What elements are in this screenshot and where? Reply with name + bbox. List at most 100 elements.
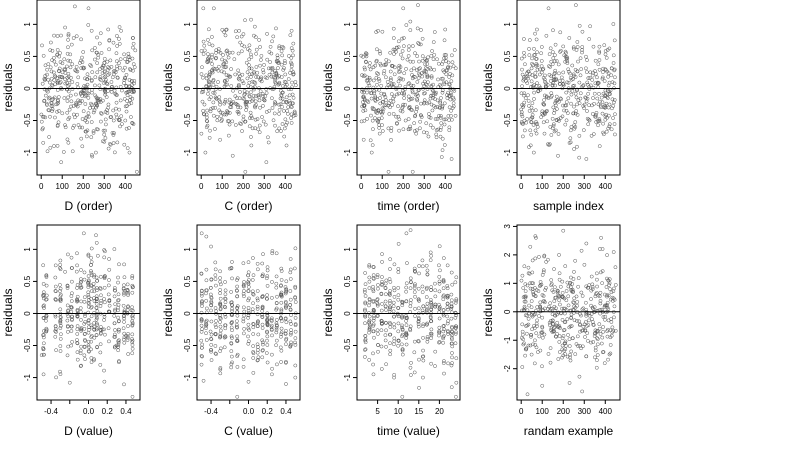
y-tick-label: 0.5 (23, 275, 32, 287)
data-point (277, 126, 282, 131)
data-point (597, 326, 602, 331)
data-point (422, 98, 427, 103)
data-point (49, 83, 54, 87)
x-tick-label: 100 (56, 182, 70, 191)
data-point (111, 69, 116, 74)
data-point (392, 314, 396, 319)
data-point (279, 62, 284, 67)
data-point (449, 157, 454, 161)
data-point (408, 301, 413, 305)
data-point (76, 75, 81, 80)
data-point (441, 297, 446, 302)
data-point (229, 334, 234, 339)
data-point (605, 327, 610, 332)
data-point (399, 52, 403, 57)
data-point (55, 143, 60, 148)
data-point (86, 343, 91, 348)
data-point (380, 321, 384, 326)
data-point (421, 335, 425, 340)
data-point (440, 106, 444, 111)
data-point (247, 296, 251, 301)
data-point (70, 149, 75, 154)
data-point (44, 315, 48, 320)
data-point (100, 65, 105, 70)
data-point (379, 91, 384, 96)
x-axis-title: D (order) (64, 199, 112, 213)
data-point (122, 142, 127, 147)
data-point (425, 301, 430, 306)
data-point (102, 312, 107, 317)
data-point (538, 309, 543, 314)
data-point (392, 52, 396, 56)
data-point (199, 329, 204, 334)
data-point (541, 268, 546, 273)
data-point (416, 338, 421, 343)
data-point (532, 97, 536, 101)
data-point (580, 48, 585, 52)
data-point (425, 268, 430, 273)
data-point (554, 306, 558, 311)
data-point (274, 327, 279, 332)
data-point (218, 87, 222, 91)
data-point (612, 286, 616, 291)
data-point (98, 31, 103, 36)
data-point (291, 41, 296, 46)
data-point (442, 323, 446, 328)
data-point (242, 326, 246, 331)
data-point (246, 379, 251, 384)
data-point (255, 289, 260, 293)
data-point (284, 123, 289, 127)
data-point (268, 66, 273, 71)
data-point (102, 69, 107, 74)
data-point (363, 347, 368, 352)
data-point (235, 319, 239, 324)
data-point (222, 101, 227, 106)
data-point (213, 332, 218, 337)
data-point (540, 335, 545, 340)
data-point (267, 72, 272, 77)
data-point (201, 52, 206, 56)
data-point (125, 289, 130, 293)
data-point (522, 37, 526, 41)
data-point (388, 280, 393, 284)
data-point (210, 52, 214, 57)
data-point (438, 134, 443, 139)
data-point (605, 253, 609, 257)
data-point (417, 299, 421, 303)
data-point (230, 354, 234, 359)
data-point (437, 244, 442, 249)
data-point (256, 93, 261, 98)
x-tick-label: 0 (359, 182, 364, 191)
data-point (520, 332, 525, 337)
data-point (433, 288, 438, 293)
data-point (62, 57, 67, 62)
data-point (544, 33, 549, 38)
data-point (445, 263, 450, 268)
data-point (127, 67, 132, 71)
data-point (110, 131, 115, 135)
data-point (285, 108, 289, 113)
data-point (416, 322, 421, 326)
data-point (532, 324, 536, 328)
data-point (270, 280, 274, 284)
data-point (608, 297, 613, 302)
data-point (613, 75, 617, 80)
data-point (388, 332, 393, 337)
data-point (122, 275, 127, 280)
data-point (86, 345, 91, 349)
data-point (415, 68, 419, 73)
data-point (202, 102, 207, 107)
data-point (373, 98, 377, 102)
data-point (122, 331, 127, 336)
data-point (589, 133, 594, 138)
data-point (378, 101, 383, 106)
data-point (240, 129, 244, 133)
data-point (379, 308, 384, 313)
data-point (293, 246, 298, 251)
data-point (92, 274, 96, 279)
data-point (72, 4, 77, 9)
data-point (362, 287, 367, 292)
data-point (246, 260, 251, 265)
data-point (219, 69, 224, 74)
data-point (211, 106, 215, 110)
